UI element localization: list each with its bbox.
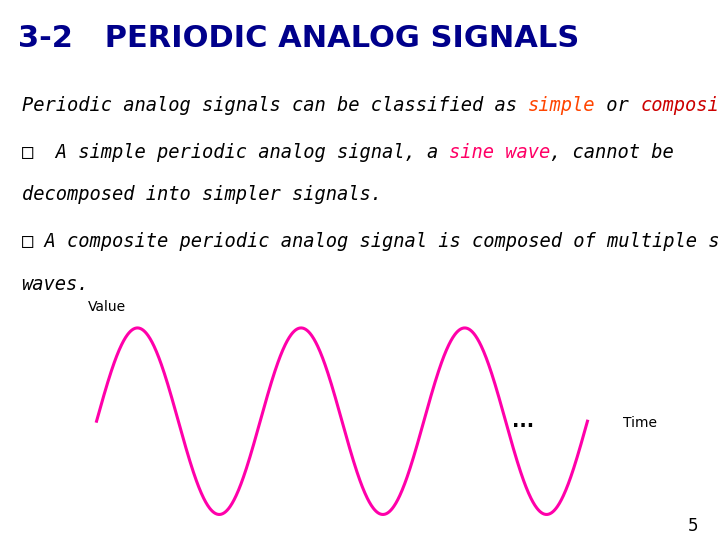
Text: waves.: waves. [22,274,89,294]
Text: 5: 5 [688,517,698,535]
Text: Periodic analog signals can be classified as: Periodic analog signals can be classifie… [22,96,528,115]
Text: □  A simple periodic analog signal, a: □ A simple periodic analog signal, a [22,143,449,162]
Text: ...: ... [512,411,534,431]
Text: 3-2   PERIODIC ANALOG SIGNALS: 3-2 PERIODIC ANALOG SIGNALS [18,24,580,53]
Text: simple: simple [528,96,595,115]
Text: sine wave: sine wave [449,143,550,162]
Text: Value: Value [88,300,126,314]
Text: , cannot be: , cannot be [550,143,674,162]
Text: □ A composite periodic analog signal is composed of multiple sine: □ A composite periodic analog signal is … [22,232,720,251]
Text: or: or [595,96,640,115]
Text: composite: composite [640,96,720,115]
Text: Time: Time [623,416,657,430]
Text: decomposed into simpler signals.: decomposed into simpler signals. [22,185,382,204]
